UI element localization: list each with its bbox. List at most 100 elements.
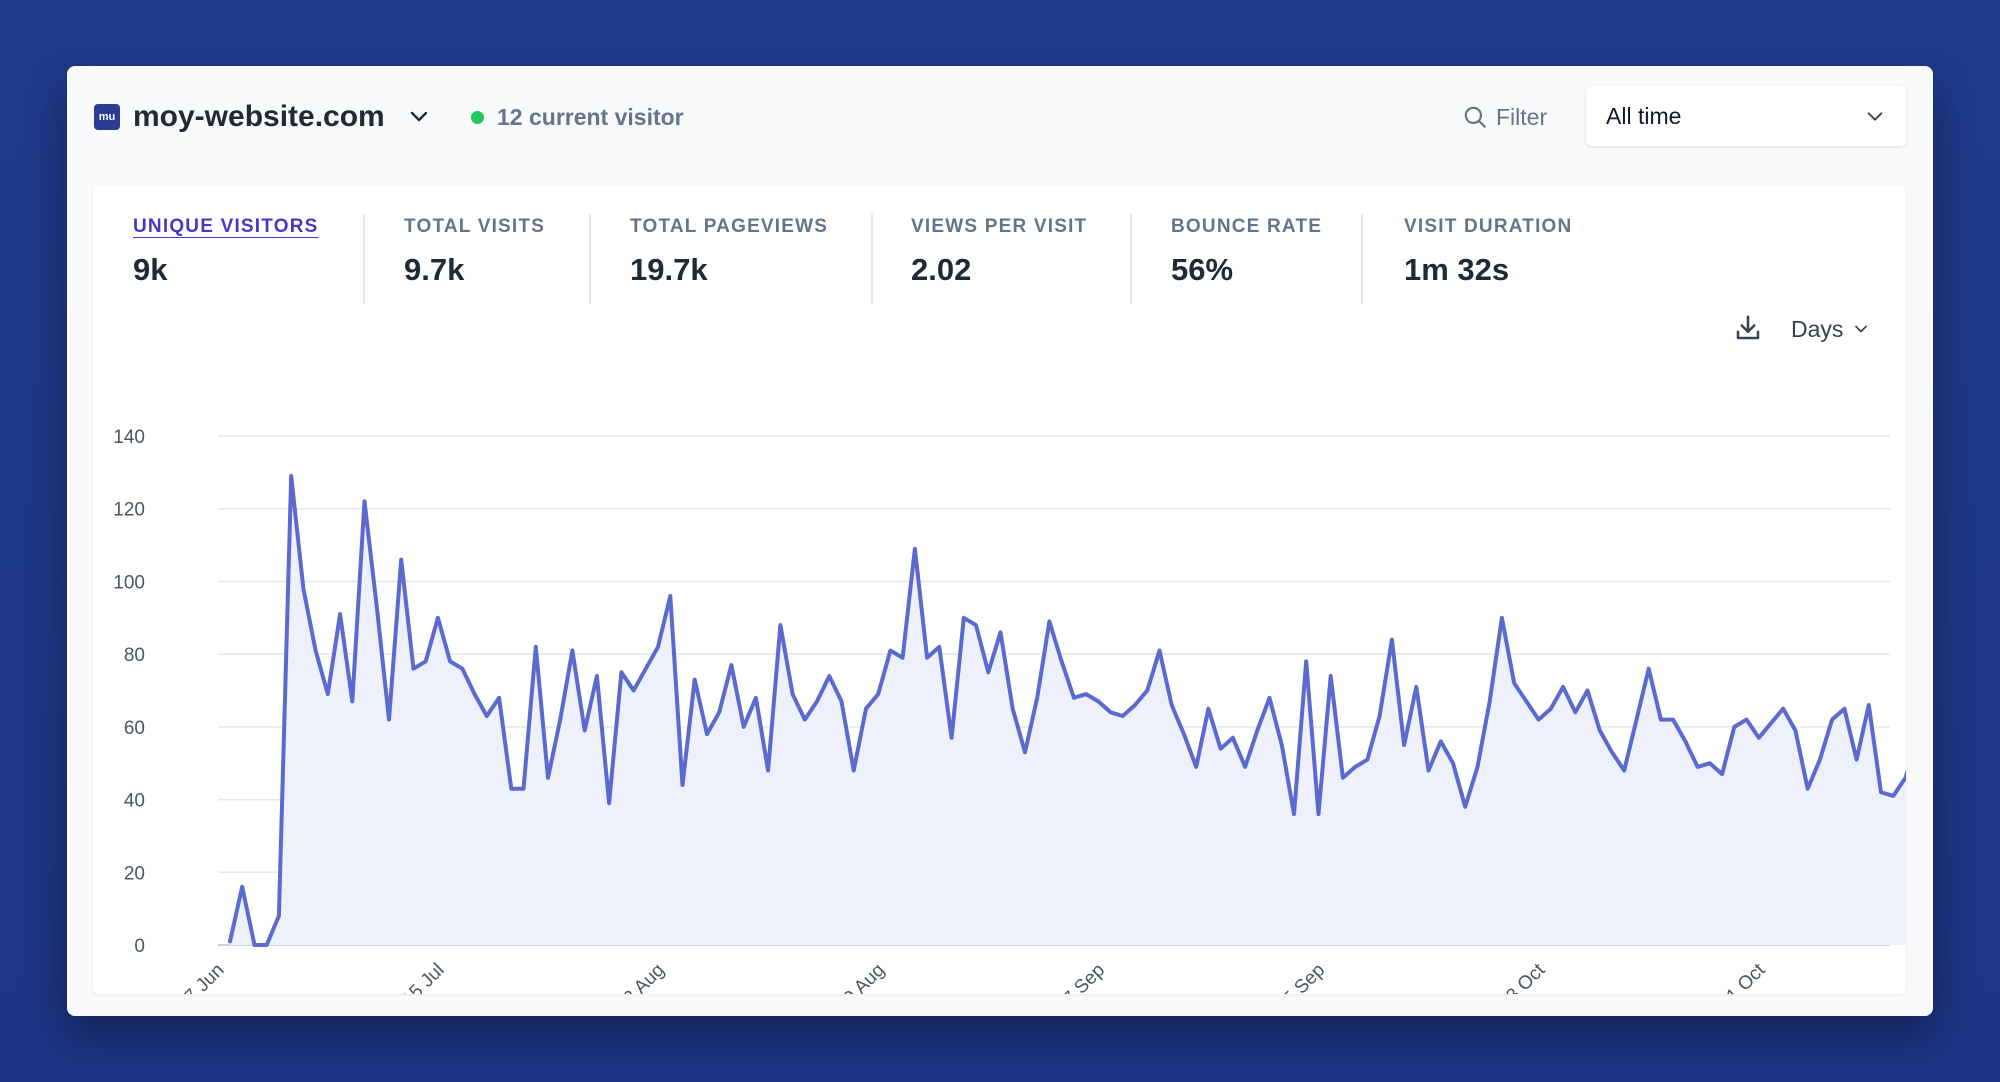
data-point[interactable] [1744,717,1750,723]
data-point[interactable] [1695,764,1701,770]
data-point[interactable] [1780,706,1786,712]
data-point[interactable] [1377,713,1383,719]
data-point[interactable] [1805,786,1811,792]
stat-views-per-visit[interactable]: VIEWS PER VISIT 2.02 [911,212,1087,316]
data-point[interactable] [1095,698,1101,704]
data-point[interactable] [1279,742,1285,748]
data-point[interactable] [484,713,490,719]
data-point[interactable] [1878,789,1884,795]
data-point[interactable] [1450,760,1456,766]
data-point[interactable] [1364,757,1370,763]
data-point[interactable] [1352,764,1358,770]
data-point[interactable] [1144,688,1150,694]
data-point[interactable] [728,662,734,668]
data-point[interactable] [655,644,661,650]
data-point[interactable] [264,942,270,948]
data-point[interactable] [1316,811,1322,817]
data-point[interactable] [411,666,417,672]
data-point[interactable] [472,691,478,697]
data-point[interactable] [741,724,747,730]
data-point[interactable] [227,938,233,944]
stat-total-pageviews[interactable]: TOTAL PAGEVIEWS 19.7k [630,212,828,316]
data-point[interactable] [557,717,563,723]
data-point[interactable] [1181,731,1187,737]
data-point[interactable] [814,698,820,704]
data-point[interactable] [533,644,539,650]
data-point[interactable] [1682,738,1688,744]
data-point[interactable] [362,498,368,504]
data-point[interactable] [1890,793,1896,799]
data-point[interactable] [1634,717,1640,723]
data-point[interactable] [1193,764,1199,770]
data-point[interactable] [900,655,906,661]
data-point[interactable] [1829,717,1835,723]
site-switcher-name[interactable]: moy-website.com [133,100,385,133]
data-point[interactable] [447,658,453,664]
data-point[interactable] [569,648,575,654]
data-point[interactable] [1548,706,1554,712]
data-point[interactable] [851,768,857,774]
data-point[interactable] [423,658,429,664]
data-point[interactable] [1707,760,1713,766]
data-point[interactable] [435,615,441,621]
data-point[interactable] [1609,749,1615,755]
data-point[interactable] [239,884,245,890]
data-point[interactable] [1401,742,1407,748]
stat-bounce-rate[interactable]: BOUNCE RATE 56% [1171,212,1322,316]
data-point[interactable] [1462,804,1468,810]
data-point[interactable] [1597,728,1603,734]
visitors-chart[interactable]: 0 20 40 60 80 100 120 140 27 Jun 15 Jul 2 Aug 20 Au… [93,186,1906,994]
data-point[interactable] [998,629,1004,635]
data-point[interactable] [1328,673,1334,679]
data-point[interactable] [667,593,673,599]
data-point[interactable] [496,695,502,701]
data-point[interactable] [1719,771,1725,777]
data-point[interactable] [839,698,845,704]
data-point[interactable] [349,698,355,704]
data-point[interactable] [949,735,955,741]
data-point[interactable] [680,782,686,788]
interval-select[interactable]: Days [1791,314,1871,344]
data-point[interactable] [704,731,710,737]
data-point[interactable] [716,709,722,715]
data-point[interactable] [1731,724,1737,730]
data-point[interactable] [337,611,343,617]
site-logo-icon[interactable]: mu [94,104,120,130]
data-point[interactable] [1046,618,1052,624]
data-point[interactable] [1621,768,1627,774]
data-point[interactable] [606,800,612,806]
data-point[interactable] [1157,648,1163,654]
data-point[interactable] [1536,717,1542,723]
data-point[interactable] [802,717,808,723]
data-point[interactable] [1083,691,1089,697]
data-point[interactable] [252,942,258,948]
data-point[interactable] [1841,706,1847,712]
stat-unique-visitors[interactable]: UNIQUE VISITORS 9k [133,212,319,316]
data-point[interactable] [1413,684,1419,690]
data-point[interactable] [1059,658,1065,664]
period-select[interactable]: All time [1586,86,1906,146]
data-point[interactable] [374,604,380,610]
data-point[interactable] [1499,615,1505,621]
data-point[interactable] [1487,698,1493,704]
data-point[interactable] [1854,757,1860,763]
data-point[interactable] [1291,811,1297,817]
data-point[interactable] [1242,764,1248,770]
data-point[interactable] [1670,717,1676,723]
data-point[interactable] [1120,713,1126,719]
data-point[interactable] [790,691,796,697]
data-point[interactable] [1646,666,1652,672]
data-point[interactable] [1071,695,1077,701]
data-point[interactable] [826,673,832,679]
data-point[interactable] [1218,746,1224,752]
data-point[interactable] [1585,688,1591,694]
data-point[interactable] [288,473,294,479]
data-point[interactable] [1866,702,1872,708]
data-point[interactable] [1267,695,1273,701]
data-point[interactable] [594,673,600,679]
data-point[interactable] [1303,658,1309,664]
chevron-down-icon[interactable] [407,104,431,128]
data-point[interactable] [1475,764,1481,770]
data-point[interactable] [1389,637,1395,643]
data-point[interactable] [398,557,404,563]
